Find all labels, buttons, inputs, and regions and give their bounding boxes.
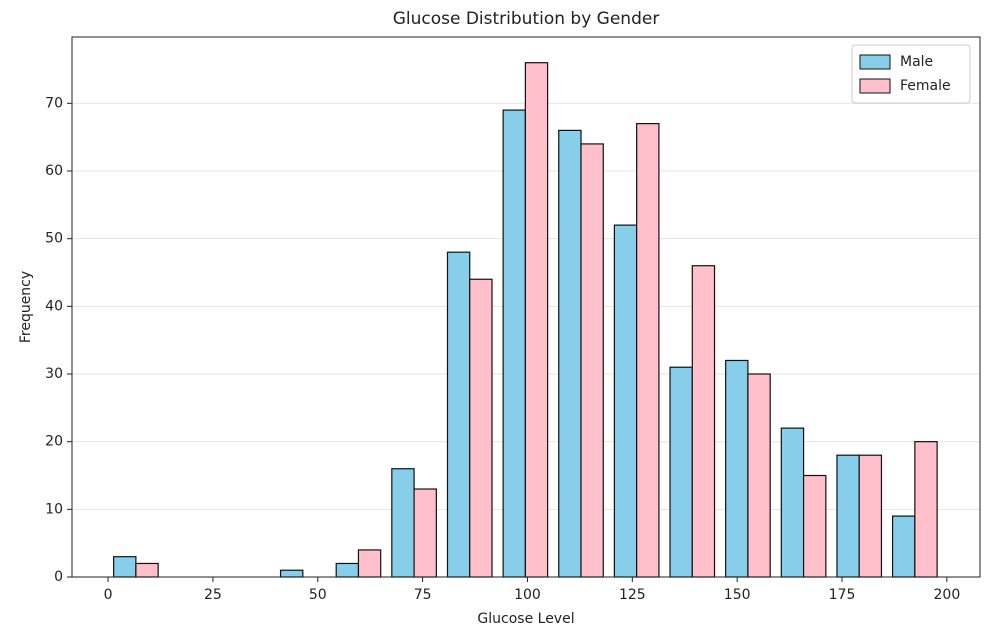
bar xyxy=(636,123,660,578)
bar xyxy=(802,474,827,578)
x-tick-label: 0 xyxy=(104,587,113,603)
chart-title: Glucose Distribution by Gender xyxy=(393,9,660,29)
y-tick-label: 60 xyxy=(45,163,63,179)
bar xyxy=(502,109,526,578)
bar xyxy=(279,569,304,578)
y-tick-label: 20 xyxy=(45,434,63,450)
bar xyxy=(469,278,493,578)
bar xyxy=(558,129,582,578)
x-tick-label: 125 xyxy=(619,587,646,603)
y-tick-label: 70 xyxy=(45,95,63,111)
y-tick-label: 30 xyxy=(45,366,63,382)
x-tick-label: 150 xyxy=(724,587,751,603)
x-tick-label: 200 xyxy=(934,587,961,603)
bar xyxy=(135,562,159,578)
bar xyxy=(858,454,883,578)
y-tick-label: 40 xyxy=(45,298,63,314)
bar xyxy=(613,224,638,578)
bar xyxy=(446,251,471,578)
x-tick-label: 25 xyxy=(204,587,222,603)
bar xyxy=(669,366,693,578)
x-tick-label: 50 xyxy=(309,587,327,603)
bar xyxy=(580,143,604,578)
bar xyxy=(413,488,437,578)
x-tick-label: 75 xyxy=(414,587,432,603)
bar xyxy=(725,359,749,578)
x-tick-label: 175 xyxy=(829,587,856,603)
x-tick-label: 100 xyxy=(514,587,541,603)
legend-swatch xyxy=(859,54,891,70)
bar xyxy=(524,62,549,578)
bar xyxy=(113,556,137,578)
bar xyxy=(836,454,860,578)
bar xyxy=(357,549,382,578)
bar xyxy=(747,373,771,578)
y-axis-label: Frequency xyxy=(18,271,34,343)
legend: Male Female xyxy=(851,44,971,104)
bar xyxy=(391,468,415,578)
bar xyxy=(691,265,716,578)
bar xyxy=(914,441,938,578)
legend-label: Male xyxy=(900,54,933,70)
y-tick-label: 0 xyxy=(54,569,63,585)
x-axis-label: Glucose Level xyxy=(477,611,574,627)
bar xyxy=(335,562,360,578)
y-tick-label: 10 xyxy=(45,501,63,517)
bar xyxy=(891,515,916,578)
y-tick-label: 50 xyxy=(45,231,63,247)
plot-frame xyxy=(71,36,981,578)
legend-label: Female xyxy=(900,78,951,94)
bar xyxy=(780,427,805,578)
legend-swatch xyxy=(859,78,891,94)
